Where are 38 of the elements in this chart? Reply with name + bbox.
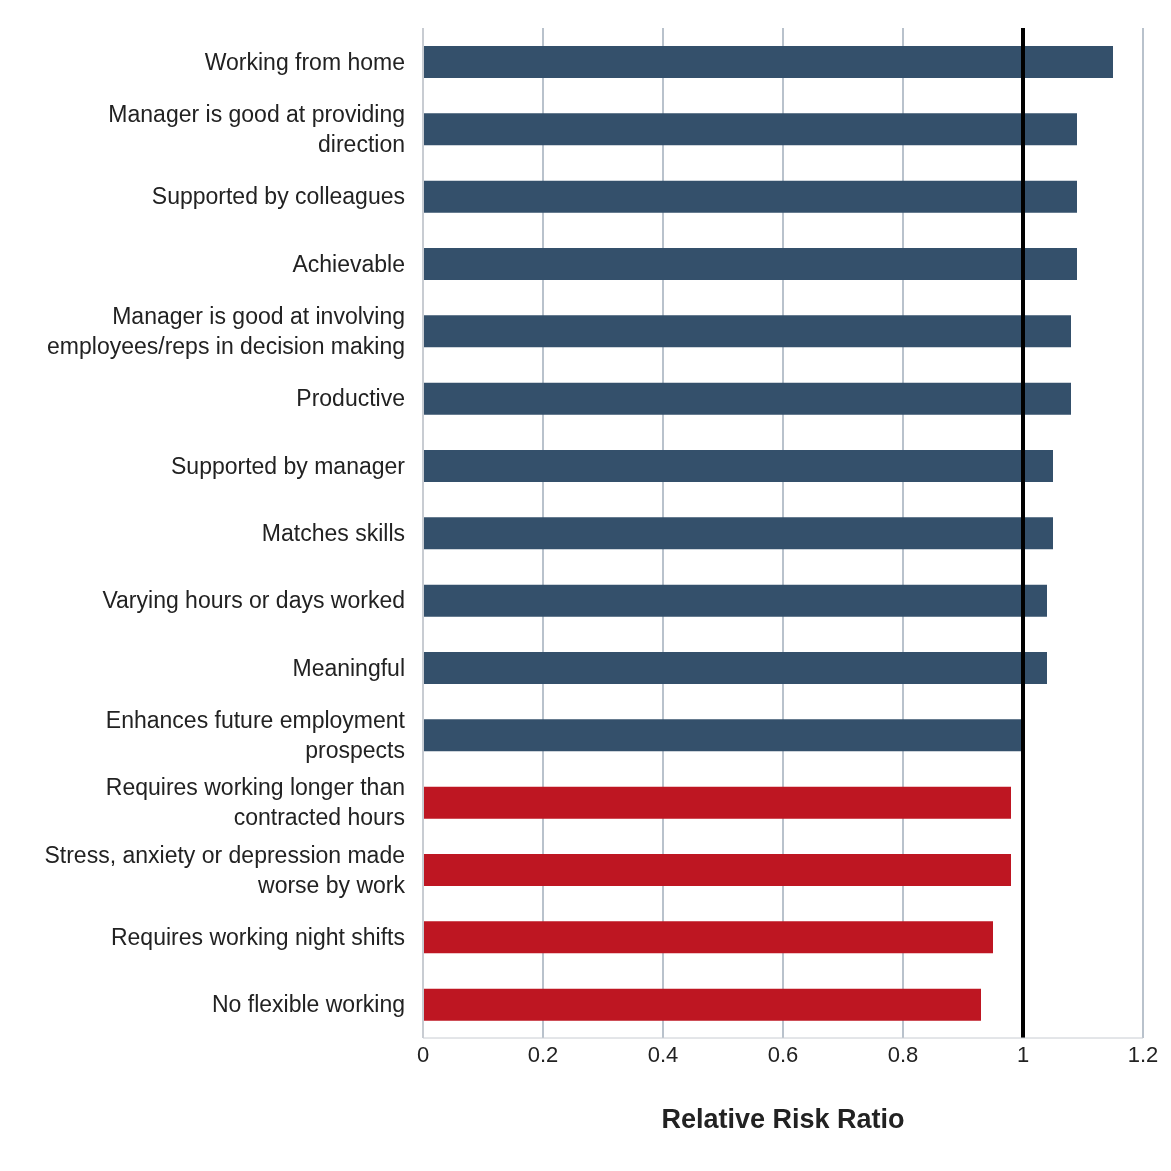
x-tick-label: 0.8 xyxy=(887,1041,919,1067)
y-tick-label: Supported by colleagues xyxy=(151,183,405,210)
x-axis-title: Relative Risk Ratio xyxy=(661,1104,905,1134)
y-tick-label: Manager is good at providing direction xyxy=(108,101,405,157)
bar xyxy=(423,315,1071,348)
y-tick-label: Productive xyxy=(296,385,405,412)
bar xyxy=(423,113,1077,146)
y-tick-label: Achievable xyxy=(292,250,405,277)
x-tick-label: 1.2 xyxy=(1127,1041,1159,1067)
x-tick-label: 0.6 xyxy=(767,1041,799,1067)
bar xyxy=(423,988,981,1021)
bar xyxy=(423,921,993,954)
x-tick-label: 0 xyxy=(416,1041,430,1067)
y-tick-label: Supported by manager xyxy=(171,452,406,479)
y-tick-label: Working from home xyxy=(204,48,405,75)
y-tick-label: Requires working night shifts xyxy=(110,924,405,950)
bar xyxy=(423,584,1047,617)
y-tick-label: Enhances future employment prospects xyxy=(105,707,406,763)
bar xyxy=(423,652,1047,684)
y-tick-label: Varying hours or days worked xyxy=(102,587,405,614)
bar xyxy=(423,180,1077,213)
bar xyxy=(423,719,1023,752)
x-tick-label: 1 xyxy=(1016,1041,1030,1067)
bar xyxy=(423,517,1053,550)
bar xyxy=(423,46,1113,78)
y-tick-label: Requires working longer than contracted hours xyxy=(105,774,405,831)
x-tick-label: 0.2 xyxy=(527,1041,559,1067)
bar xyxy=(423,248,1077,280)
y-tick-label: Meaningful xyxy=(292,654,405,681)
y-tick-label: Manager is good at involving employees/reps in decision making xyxy=(47,303,405,359)
y-tick-label: Stress, anxiety or depression made worse by work xyxy=(44,841,406,898)
bar xyxy=(423,382,1071,415)
bar xyxy=(423,450,1053,482)
y-tick-label: No flexible working xyxy=(211,991,405,1018)
y-tick-label: Matches skills xyxy=(261,520,405,546)
bar xyxy=(423,786,1011,819)
bar xyxy=(423,854,1011,886)
x-tick-label: 0.4 xyxy=(647,1041,679,1067)
